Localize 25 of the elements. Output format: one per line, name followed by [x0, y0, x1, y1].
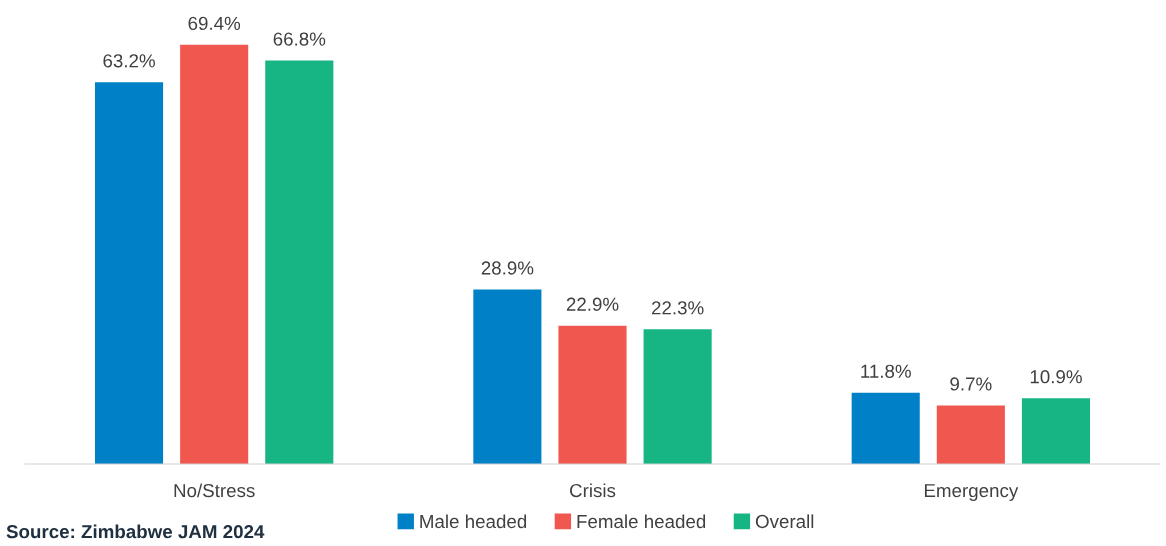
data-label: 66.8%: [273, 32, 326, 46]
bar: [851, 392, 920, 464]
bar: [643, 329, 712, 464]
bar: [936, 405, 1005, 464]
data-label: 9.7%: [950, 377, 992, 391]
data-label: 63.2%: [103, 54, 155, 68]
bar: [265, 60, 334, 464]
legend-label: Male headed: [420, 514, 527, 529]
bar: [180, 44, 249, 464]
data-label: 69.4%: [188, 16, 241, 31]
bar: [94, 82, 164, 464]
source-note: Source: Zimbabwe JAM 2024: [6, 524, 265, 539]
bar: [1021, 398, 1091, 464]
x-tick-label: No/Stress: [174, 483, 255, 498]
legend-label: Overall: [755, 514, 814, 529]
data-label: 10.9%: [1030, 370, 1082, 384]
bar: [473, 289, 542, 464]
data-label: 28.9%: [481, 261, 534, 275]
x-tick-label: Crisis: [570, 483, 616, 498]
bar: [558, 325, 627, 464]
data-label: 22.9%: [566, 297, 619, 311]
x-tick-label: Emergency: [924, 484, 1019, 501]
data-label: 22.3%: [651, 301, 704, 315]
legend-label: Female headed: [577, 514, 706, 529]
data-label: 11.8%: [861, 364, 911, 378]
